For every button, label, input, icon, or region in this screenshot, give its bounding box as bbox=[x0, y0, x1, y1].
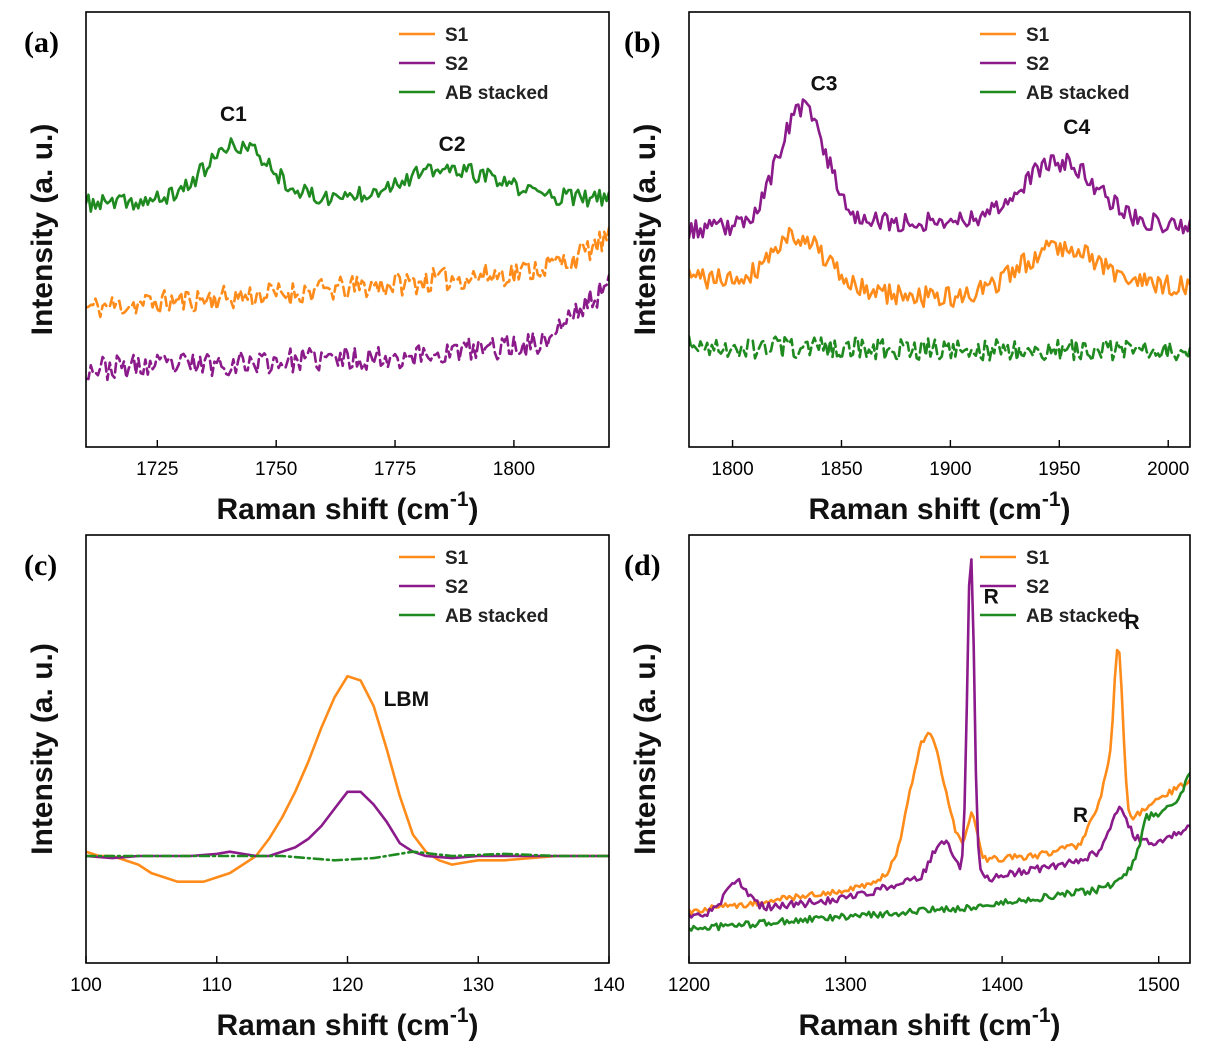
x-tick-label: 1400 bbox=[981, 975, 1023, 996]
axes-frame bbox=[688, 11, 1191, 448]
x-tick-label: 1750 bbox=[255, 459, 297, 480]
peak-annotation: C3 bbox=[811, 72, 838, 95]
peak-annotation: C2 bbox=[439, 133, 466, 156]
peak-annotation: C4 bbox=[1063, 116, 1090, 139]
panel-label: (d) bbox=[624, 549, 661, 582]
panel-label: (c) bbox=[24, 549, 57, 582]
panel-c: 100 110 120 130 140 Raman shift (cm-1) Intensi… bbox=[24, 534, 625, 1042]
x-tick-label: 1850 bbox=[820, 459, 862, 480]
x-tick-label: 130 bbox=[462, 975, 494, 996]
series-s1-line bbox=[86, 226, 609, 319]
series-ab-stacked-line bbox=[86, 850, 609, 862]
x-tick-label: 120 bbox=[332, 975, 364, 996]
legend-label-ab-stacked: AB stacked bbox=[445, 606, 549, 627]
x-tick-label: 1300 bbox=[824, 975, 866, 996]
x-tick-label: 100 bbox=[70, 975, 102, 996]
x-tick-label: 1200 bbox=[668, 975, 710, 996]
legend-label-s2: S2 bbox=[1026, 54, 1049, 75]
legend-label-s2: S2 bbox=[445, 54, 468, 75]
axes-frame bbox=[85, 534, 610, 964]
x-tick-label: 1800 bbox=[711, 459, 753, 480]
x-tick-label: 110 bbox=[202, 975, 232, 996]
series-s1-line bbox=[689, 226, 1190, 309]
peak-annotation: R bbox=[984, 585, 999, 608]
panel-label: (a) bbox=[24, 26, 59, 59]
peak-annotation: C1 bbox=[220, 103, 247, 126]
panel-label: (b) bbox=[624, 26, 661, 59]
legend-label-s2: S2 bbox=[1026, 577, 1049, 598]
y-axis-title: Intensity (a. u.) bbox=[629, 643, 662, 855]
x-tick-label: 140 bbox=[593, 975, 625, 996]
series-s2-line bbox=[86, 790, 609, 860]
x-axis-title: Raman shift (cm-1) bbox=[798, 1004, 1060, 1042]
x-axis-title: Raman shift (cm-1) bbox=[216, 1004, 478, 1042]
peak-annotation: R bbox=[1073, 804, 1088, 827]
legend-label-s1: S1 bbox=[1026, 548, 1050, 569]
series-ab-stacked-line bbox=[689, 335, 1190, 362]
y-axis-title: Intensity (a. u.) bbox=[26, 124, 59, 336]
peak-annotation: LBM bbox=[384, 688, 430, 711]
y-axis-title: Intensity (a. u.) bbox=[629, 124, 662, 336]
x-tick-label: 1500 bbox=[1138, 975, 1180, 996]
panel-a: 1725 1750 1775 1800 Raman shift (cm-1) Intens… bbox=[24, 11, 610, 526]
panel-d: 1200 1300 1400 1500 Raman shift (cm-1) Intens… bbox=[624, 534, 1191, 1042]
series-ab-stacked-line bbox=[689, 771, 1190, 932]
legend-label-s1: S1 bbox=[445, 25, 469, 46]
legend-label-s1: S1 bbox=[445, 548, 469, 569]
series-s1-line bbox=[689, 648, 1190, 915]
series-s2-line bbox=[86, 273, 609, 382]
axes-frame bbox=[688, 534, 1191, 964]
series-s2-line bbox=[689, 98, 1190, 240]
x-axis-title: Raman shift (cm-1) bbox=[808, 488, 1070, 526]
peak-annotation: R bbox=[1124, 611, 1139, 634]
x-tick-label: 1725 bbox=[136, 459, 178, 480]
legend-label-s2: S2 bbox=[445, 577, 468, 598]
series-s2-line bbox=[689, 558, 1190, 919]
legend-label-ab-stacked: AB stacked bbox=[1026, 83, 1130, 104]
series-ab-stacked-line bbox=[86, 137, 609, 213]
x-tick-label: 1950 bbox=[1038, 459, 1080, 480]
x-tick-label: 2000 bbox=[1147, 459, 1189, 480]
x-tick-label: 1800 bbox=[493, 459, 535, 480]
y-axis-title: Intensity (a. u.) bbox=[26, 643, 59, 855]
panel-b: 1800 1850 1900 1950 2000 Raman shift (cm-1) In… bbox=[624, 11, 1191, 526]
x-axis-title: Raman shift (cm-1) bbox=[216, 488, 478, 526]
legend-label-s1: S1 bbox=[1026, 25, 1050, 46]
x-tick-label: 1775 bbox=[374, 459, 416, 480]
series-s1-line bbox=[86, 674, 609, 883]
legend-label-ab-stacked: AB stacked bbox=[445, 83, 549, 104]
x-tick-label: 1900 bbox=[929, 459, 971, 480]
legend-label-ab-stacked: AB stacked bbox=[1026, 606, 1130, 627]
axes-frame bbox=[85, 11, 610, 448]
